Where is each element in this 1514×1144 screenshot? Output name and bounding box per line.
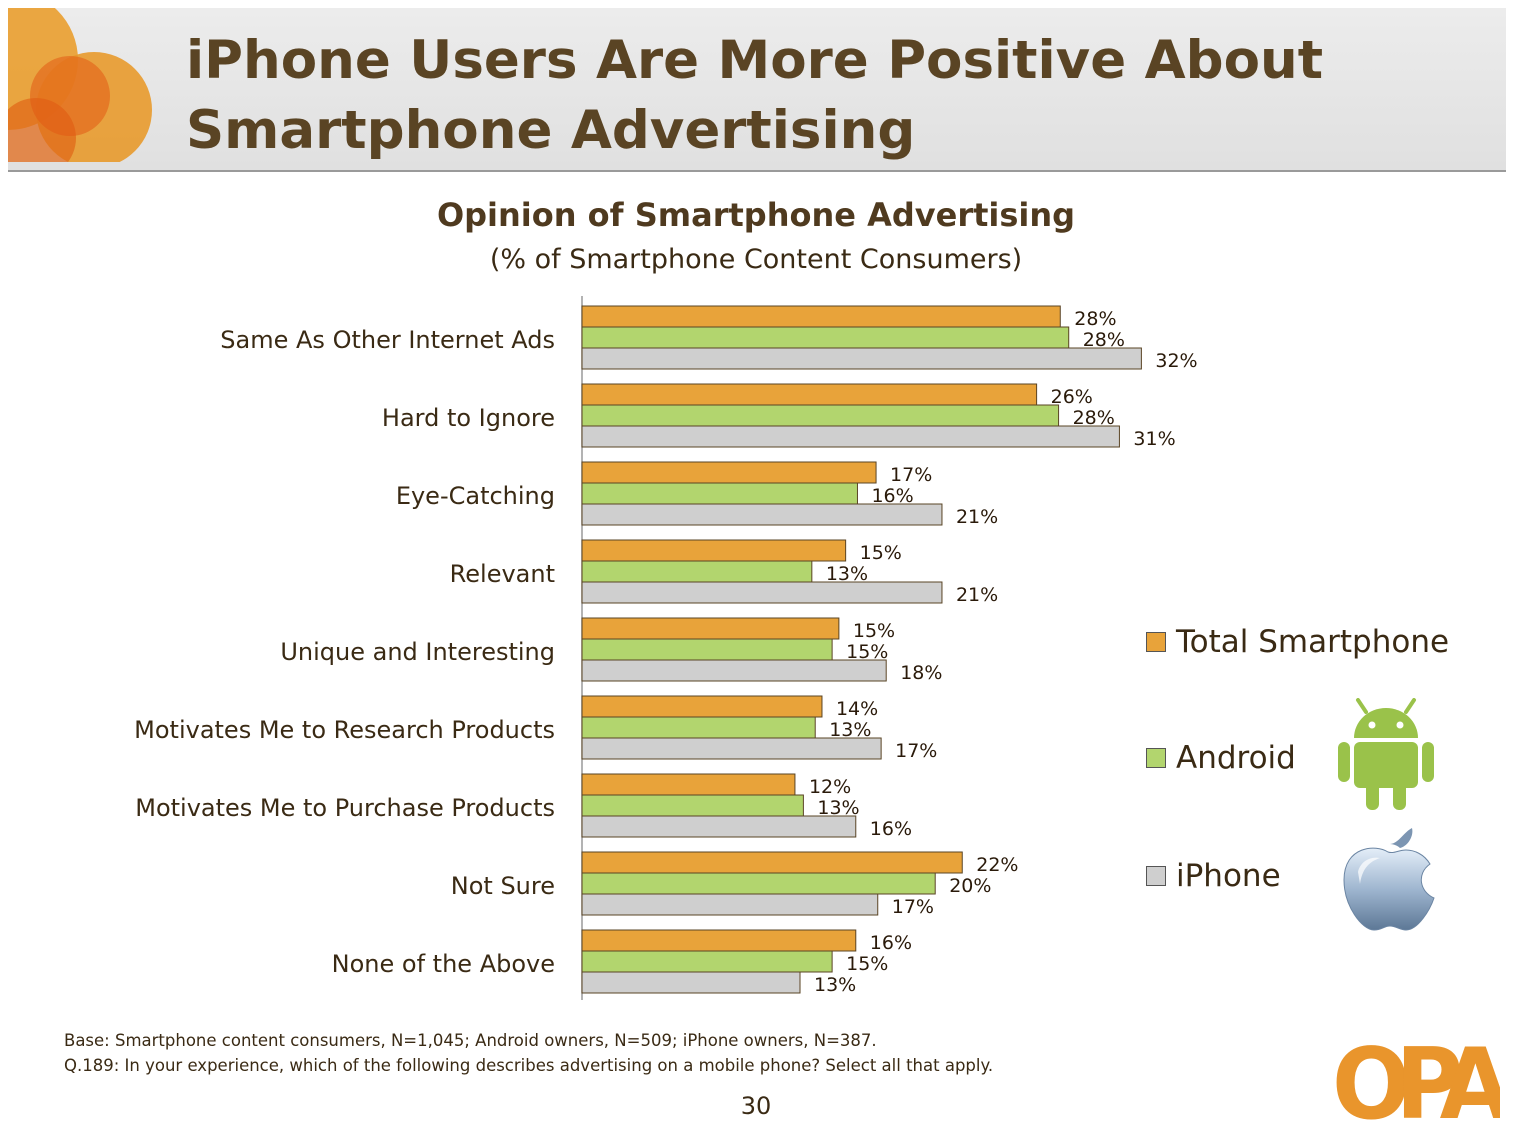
bar-android — [581, 404, 1060, 427]
bar-total — [581, 383, 1038, 406]
data-label-android: 28% — [1073, 407, 1115, 429]
data-label-android: 13% — [817, 797, 859, 819]
legend-label-total: Total Smartphone — [1176, 624, 1450, 660]
android-robot-icon — [1338, 698, 1434, 810]
data-label-total: 22% — [976, 854, 1018, 876]
data-label-total: 14% — [836, 698, 878, 720]
category-label: Eye-Catching — [396, 482, 555, 510]
chart-title: Opinion of Smartphone Advertising — [436, 196, 1076, 234]
bar-android — [581, 794, 804, 817]
legend-swatch-android — [1146, 748, 1166, 768]
data-label-android: 15% — [846, 953, 888, 975]
bar-iphone — [581, 347, 1142, 370]
bar-iphone — [581, 971, 801, 994]
base-note: Base: Smartphone content consumers, N=1,… — [64, 1031, 877, 1050]
bar-iphone — [581, 893, 879, 916]
category-label: Same As Other Internet Ads — [220, 326, 555, 354]
bar-iphone — [581, 815, 857, 838]
bar-iphone — [581, 581, 943, 604]
bar-android — [581, 482, 858, 505]
data-label-android: 28% — [1083, 329, 1125, 351]
category-label: Unique and Interesting — [280, 638, 555, 666]
bar-total — [581, 305, 1061, 328]
data-label-android: 15% — [846, 641, 888, 663]
category-label: Hard to Ignore — [382, 404, 555, 432]
bar-total — [581, 617, 840, 640]
question-note: Q.189: In your experience, which of the … — [64, 1056, 994, 1075]
data-label-android: 13% — [826, 563, 868, 585]
data-label-iphone: 17% — [895, 740, 937, 762]
data-label-total: 15% — [853, 620, 895, 642]
legend-item-android: Android — [1146, 740, 1296, 776]
bar-total — [581, 461, 877, 484]
legend-swatch-iphone — [1146, 866, 1166, 886]
data-label-iphone: 21% — [956, 506, 998, 528]
slide-title: iPhone Users Are More Positive About Sma… — [186, 26, 1386, 166]
bar-android — [581, 872, 936, 895]
bar-total — [581, 773, 796, 796]
header-band — [8, 8, 1506, 172]
opa-logo-text: OPA — [1332, 1030, 1500, 1126]
legend-item-total: Total Smartphone — [1146, 624, 1449, 660]
bar-iphone — [581, 659, 887, 682]
bar-iphone — [581, 503, 943, 526]
data-label-iphone: 13% — [814, 974, 856, 996]
bar-total — [581, 695, 823, 718]
orange-circles-icon — [8, 8, 152, 162]
data-label-iphone: 31% — [1133, 428, 1175, 450]
data-label-total: 26% — [1051, 386, 1093, 408]
legend-swatch-total — [1146, 632, 1166, 652]
apple-logo-icon — [1343, 828, 1435, 931]
data-label-total: 12% — [809, 776, 851, 798]
page-number: 30 — [740, 1092, 772, 1120]
category-label: Motivates Me to Research Products — [134, 716, 555, 744]
category-label: Not Sure — [451, 872, 555, 900]
category-label: Relevant — [450, 560, 555, 588]
data-label-iphone: 17% — [892, 896, 934, 918]
slide-title-line2: Smartphone Advertising — [186, 100, 916, 161]
bar-total — [581, 539, 847, 562]
legend-label-iphone: iPhone — [1176, 858, 1281, 894]
chart-subtitle: (% of Smartphone Content Consumers) — [489, 244, 1023, 275]
opa-logo: OPA — [1332, 1030, 1500, 1126]
data-label-iphone: 16% — [870, 818, 912, 840]
bar-total — [581, 929, 857, 952]
data-label-iphone: 32% — [1155, 350, 1197, 372]
data-label-total: 15% — [860, 542, 902, 564]
data-label-total: 17% — [890, 464, 932, 486]
category-label: Motivates Me to Purchase Products — [135, 794, 555, 822]
bar-android — [581, 716, 816, 739]
data-label-total: 16% — [870, 932, 912, 954]
data-label-android: 13% — [829, 719, 871, 741]
data-label-iphone: 21% — [956, 584, 998, 606]
data-label-iphone: 18% — [900, 662, 942, 684]
data-label-total: 28% — [1074, 308, 1116, 330]
legend-label-android: Android — [1176, 740, 1296, 776]
category-label: None of the Above — [332, 950, 555, 978]
bar-android — [581, 326, 1070, 349]
data-label-android: 16% — [871, 485, 913, 507]
bar-total — [581, 851, 963, 874]
legend-item-iphone: iPhone — [1146, 858, 1281, 894]
bar-iphone — [581, 737, 882, 760]
bar-android — [581, 638, 833, 661]
slide-title-line1: iPhone Users Are More Positive About — [186, 30, 1324, 91]
data-label-android: 20% — [949, 875, 991, 897]
bar-iphone — [581, 425, 1120, 448]
bar-android — [581, 950, 833, 973]
bar-android — [581, 560, 813, 583]
